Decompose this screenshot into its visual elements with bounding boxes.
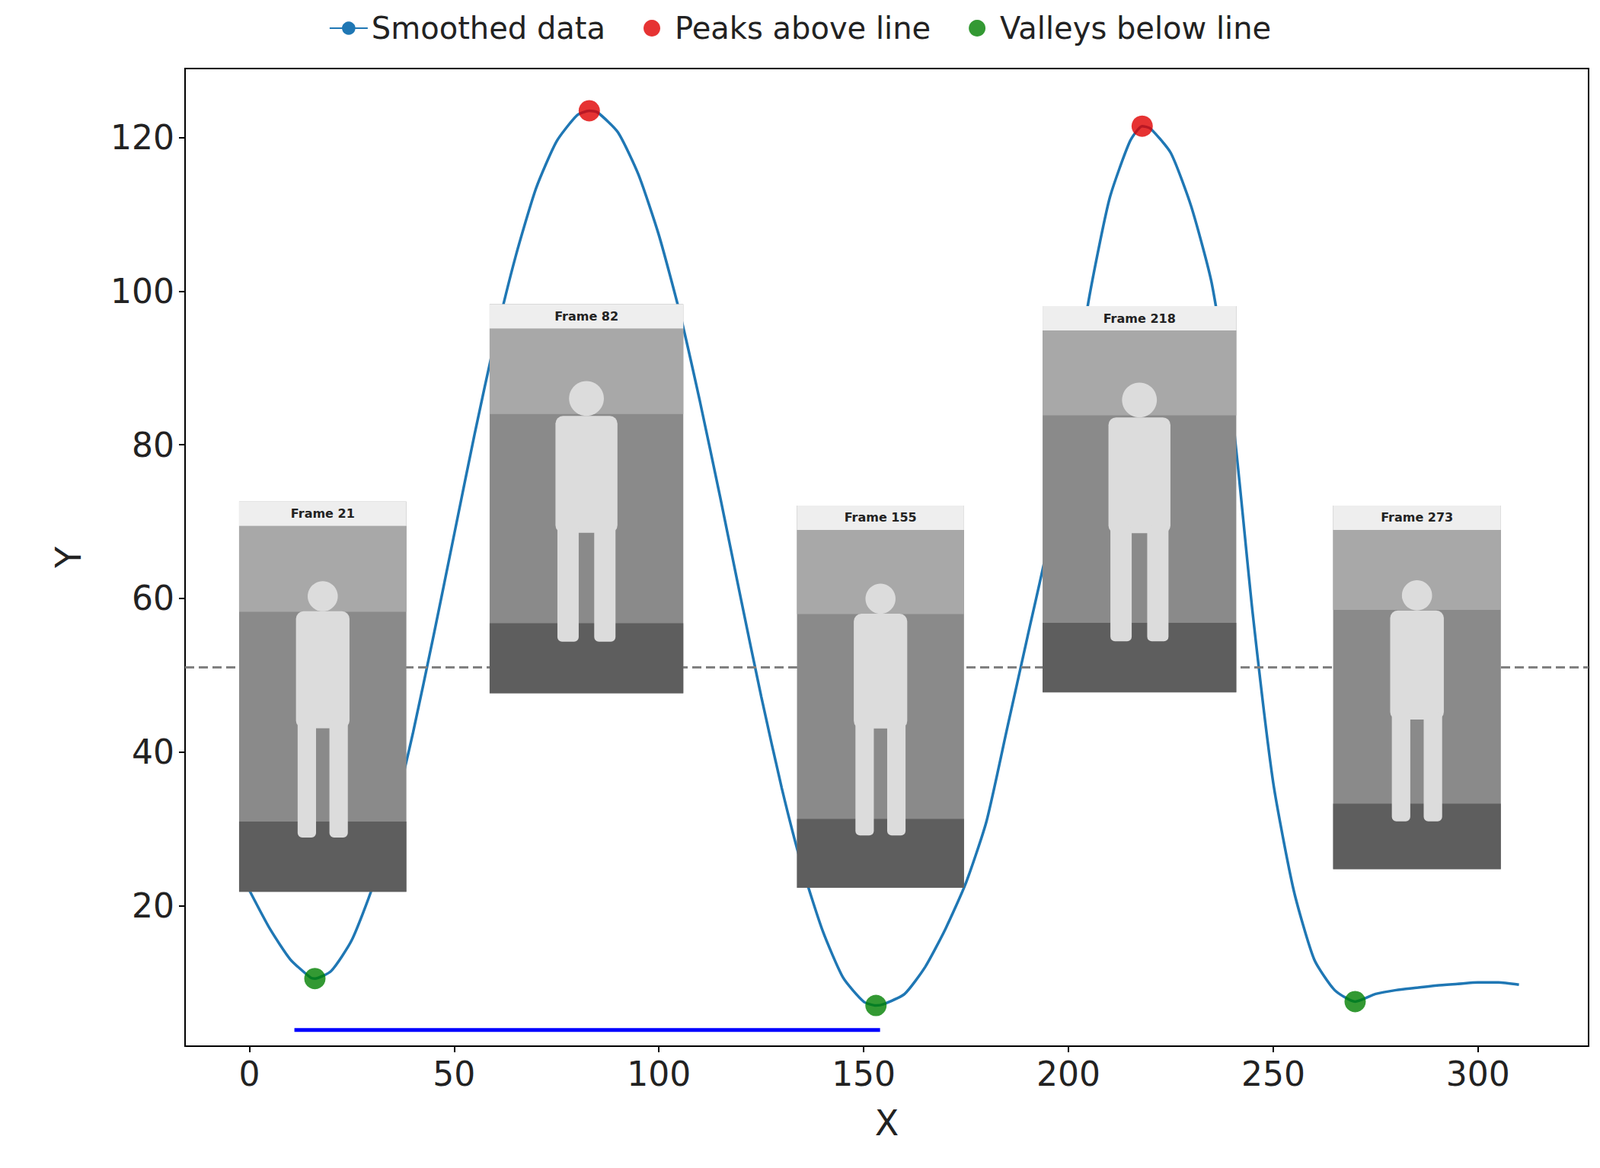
svg-text:200: 200: [1036, 1054, 1101, 1094]
svg-text:80: 80: [131, 425, 175, 465]
svg-text:20: 20: [131, 886, 175, 926]
svg-text:300: 300: [1446, 1054, 1511, 1094]
svg-text:Smoothed data: Smoothed data: [371, 10, 606, 46]
svg-text:Frame 82: Frame 82: [554, 309, 619, 324]
svg-text:Y: Y: [47, 546, 90, 569]
svg-text:Valleys below line: Valleys below line: [999, 10, 1272, 46]
svg-text:0: 0: [238, 1054, 260, 1094]
svg-text:Frame 21: Frame 21: [290, 506, 355, 521]
svg-text:40: 40: [131, 732, 175, 772]
svg-text:Frame 155: Frame 155: [844, 510, 917, 525]
svg-text:Frame 273: Frame 273: [1380, 510, 1454, 525]
svg-text:250: 250: [1241, 1054, 1306, 1094]
svg-text:Peaks above line: Peaks above line: [674, 10, 931, 46]
svg-text:100: 100: [110, 271, 175, 311]
svg-text:Frame 218: Frame 218: [1103, 311, 1176, 326]
svg-text:150: 150: [831, 1054, 896, 1094]
svg-text:60: 60: [131, 578, 175, 618]
svg-text:50: 50: [432, 1054, 476, 1094]
svg-text:120: 120: [110, 118, 175, 157]
svg-text:X: X: [875, 1102, 900, 1144]
svg-text:100: 100: [626, 1054, 691, 1094]
